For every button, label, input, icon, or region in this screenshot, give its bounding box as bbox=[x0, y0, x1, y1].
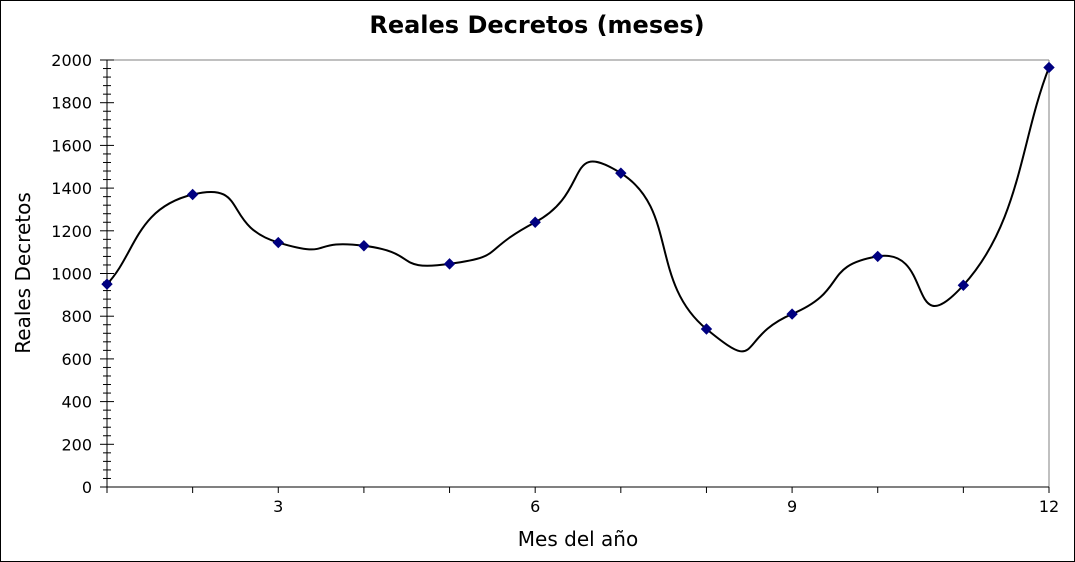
y-tick-label: 800 bbox=[61, 307, 92, 326]
y-axis-label: Reales Decretos bbox=[11, 192, 35, 353]
y-axis: 0 200 400 600 800 1000 1200 1400 1600 1800 2000 bbox=[51, 51, 114, 497]
chart-title: Reales Decretos (meses) bbox=[369, 11, 704, 39]
data-point bbox=[529, 216, 541, 228]
data-point bbox=[101, 278, 113, 290]
y-tick-label: 0 bbox=[82, 478, 92, 497]
y-tick-label: 1200 bbox=[51, 222, 92, 241]
data-point bbox=[700, 323, 713, 335]
y-tick-label: 1600 bbox=[51, 136, 92, 155]
data-point bbox=[786, 308, 798, 320]
y-tick-label: 1400 bbox=[51, 179, 92, 198]
x-tick-label: 12 bbox=[1039, 497, 1059, 516]
plot-area bbox=[107, 59, 1050, 487]
y-tick-label: 1800 bbox=[51, 94, 92, 113]
x-tick-label: 6 bbox=[530, 497, 540, 516]
data-point bbox=[1043, 61, 1055, 74]
x-axis: 3 6 9 12 bbox=[106, 486, 1059, 516]
data-point bbox=[272, 236, 284, 249]
data-point bbox=[872, 250, 884, 263]
x-tick-label: 3 bbox=[273, 497, 283, 516]
x-axis-label: Mes del año bbox=[518, 527, 638, 551]
y-tick-label: 600 bbox=[61, 350, 92, 369]
y-tick-label: 400 bbox=[61, 393, 92, 412]
y-tick-label: 1000 bbox=[51, 265, 92, 284]
y-tick-label: 2000 bbox=[51, 51, 92, 70]
y-tick-label: 200 bbox=[61, 435, 92, 454]
data-point bbox=[957, 279, 970, 291]
data-point bbox=[615, 167, 627, 179]
data-point bbox=[443, 258, 456, 270]
data-point bbox=[358, 240, 370, 252]
data-point bbox=[186, 188, 199, 201]
trend-line bbox=[106, 67, 1050, 353]
x-tick-label: 9 bbox=[787, 497, 797, 516]
data-points bbox=[101, 61, 1055, 335]
